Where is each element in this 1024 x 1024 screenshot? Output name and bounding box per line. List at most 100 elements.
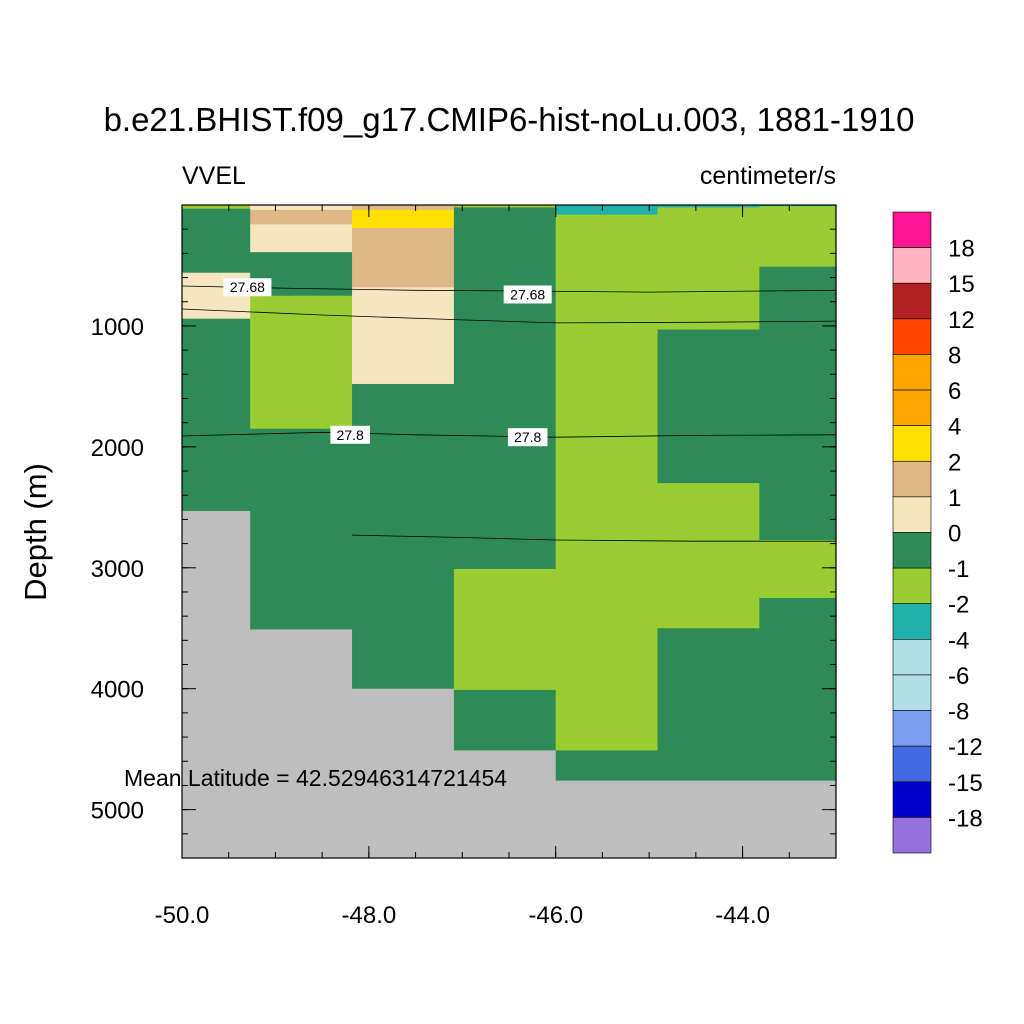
contour-line — [181, 285, 837, 293]
heatmap-cell — [657, 483, 760, 629]
colorbar-swatch — [892, 567, 932, 605]
y-tick-label: 2000 — [91, 435, 144, 462]
land-mask-cell — [555, 780, 659, 859]
contour-label-box — [330, 425, 370, 444]
y-tick-label: 1000 — [91, 314, 144, 341]
contour-label: 27.8 — [337, 427, 364, 443]
colorbar-label: -2 — [948, 592, 969, 619]
contour-label: 27.68 — [510, 286, 545, 302]
contour-label-box — [503, 285, 552, 304]
heatmap-cell — [453, 207, 557, 570]
heatmap-cells — [182, 205, 837, 859]
colorbar: 18 15 12 8 6 4 2 1 0 -1 -2 -4 -6 -8 -12 -15 -18 — [892, 211, 983, 854]
colorbar-swatch — [892, 460, 932, 498]
colorbar-swatch — [892, 781, 932, 818]
colorbar-swatch — [892, 674, 932, 711]
heatmap-cell — [250, 428, 353, 631]
heatmap-cell — [453, 205, 557, 209]
density-contours: 27.68 27.68 27.8 27.8 — [181, 278, 837, 542]
mean-latitude-annotation: Mean Latitude = 42.52946314721454 — [124, 765, 507, 791]
colorbar-label: 18 — [948, 236, 975, 263]
heatmap-cell — [555, 214, 659, 751]
colorbar-label: 8 — [948, 342, 961, 369]
heatmap-cell — [657, 628, 760, 782]
y-tick-label: 5000 — [91, 798, 144, 825]
heatmap-cell — [250, 209, 353, 225]
heatmap-cell — [352, 287, 455, 385]
heatmap-cell — [759, 206, 837, 268]
contour-line — [181, 431, 837, 438]
chart-title: b.e21.BHIST.f09_g17.CMIP6-hist-noLu.003,… — [104, 101, 915, 138]
heatmap-cell — [453, 689, 557, 751]
x-tick-label: -50.0 — [155, 902, 210, 929]
x-tick-label: -48.0 — [342, 902, 397, 929]
colorbar-label: 6 — [948, 378, 961, 405]
land-mask-cell — [453, 750, 557, 859]
colorbar-swatch — [892, 639, 932, 676]
heatmap-cell — [182, 205, 251, 210]
colorbar-swatch — [892, 247, 932, 284]
colorbar-swatch — [892, 282, 932, 320]
land-mask-cell — [250, 629, 353, 859]
colorbar-swatch — [892, 318, 932, 355]
heatmap-cell — [182, 208, 251, 274]
colorbar-swatch — [892, 745, 932, 783]
contour-line — [181, 308, 837, 324]
colorbar-label: 12 — [948, 307, 975, 334]
contour-line — [351, 534, 836, 542]
contour-label: 27.8 — [514, 429, 541, 445]
contour-label-box — [507, 428, 548, 447]
contour-label-box — [223, 278, 272, 297]
x-tick-label: -46.0 — [528, 902, 583, 929]
variable-label: VVEL — [182, 162, 246, 190]
colorbar-label: 15 — [948, 271, 975, 298]
land-mask-cell — [352, 688, 455, 859]
colorbar-swatch — [892, 603, 932, 640]
heatmap-cell — [250, 295, 353, 430]
heatmap-cell — [657, 205, 760, 209]
x-axis: -50.0 -48.0 -46.0 -44.0 — [155, 205, 837, 929]
colorbar-label: 0 — [948, 521, 961, 548]
heatmap-cell — [250, 224, 353, 253]
heatmap-cell — [657, 329, 760, 484]
colorbar-swatch — [892, 425, 932, 462]
contour-label: 27.68 — [230, 279, 265, 295]
y-axis-label: Depth (m) — [18, 463, 53, 601]
colorbar-swatch — [892, 496, 932, 533]
heatmap-cell — [759, 266, 837, 541]
colorbar-label: -4 — [948, 627, 969, 654]
units-label: centimeter/s — [700, 162, 836, 190]
heatmap-cell — [759, 205, 837, 207]
colorbar-label: -1 — [948, 556, 969, 583]
y-tick-label: 3000 — [91, 556, 144, 583]
colorbar-label: -12 — [948, 734, 983, 761]
heatmap-cell — [352, 227, 455, 288]
colorbar-label: 4 — [948, 414, 961, 441]
heatmap-cell — [182, 318, 251, 512]
colorbar-swatch — [892, 354, 932, 391]
heatmap-cell — [352, 209, 455, 229]
colorbar-label: -15 — [948, 770, 983, 797]
colorbar-label: -6 — [948, 663, 969, 690]
colorbar-swatch — [892, 710, 932, 747]
y-tick-label: 4000 — [91, 677, 144, 704]
land-mask-cell — [759, 780, 837, 859]
heatmap-cell — [657, 207, 760, 331]
colorbar-swatch — [892, 211, 932, 248]
colorbar-label: 1 — [948, 485, 961, 512]
colorbar-swatch — [892, 817, 932, 854]
y-axis: 1000 2000 3000 4000 5000 — [91, 228, 836, 835]
colorbar-swatch — [892, 389, 932, 426]
land-mask-cell — [182, 510, 251, 859]
heatmap-cell — [250, 205, 353, 211]
colorbar-label: 2 — [948, 449, 961, 476]
colorbar-swatch — [892, 532, 932, 569]
heatmap-cell — [555, 750, 659, 782]
heatmap-cell — [352, 205, 455, 211]
x-tick-label: -44.0 — [715, 902, 770, 929]
heatmap-cell — [759, 598, 837, 782]
heatmap-cell — [759, 539, 837, 599]
heatmap-cell — [453, 568, 557, 691]
heatmap-cell — [555, 205, 659, 216]
